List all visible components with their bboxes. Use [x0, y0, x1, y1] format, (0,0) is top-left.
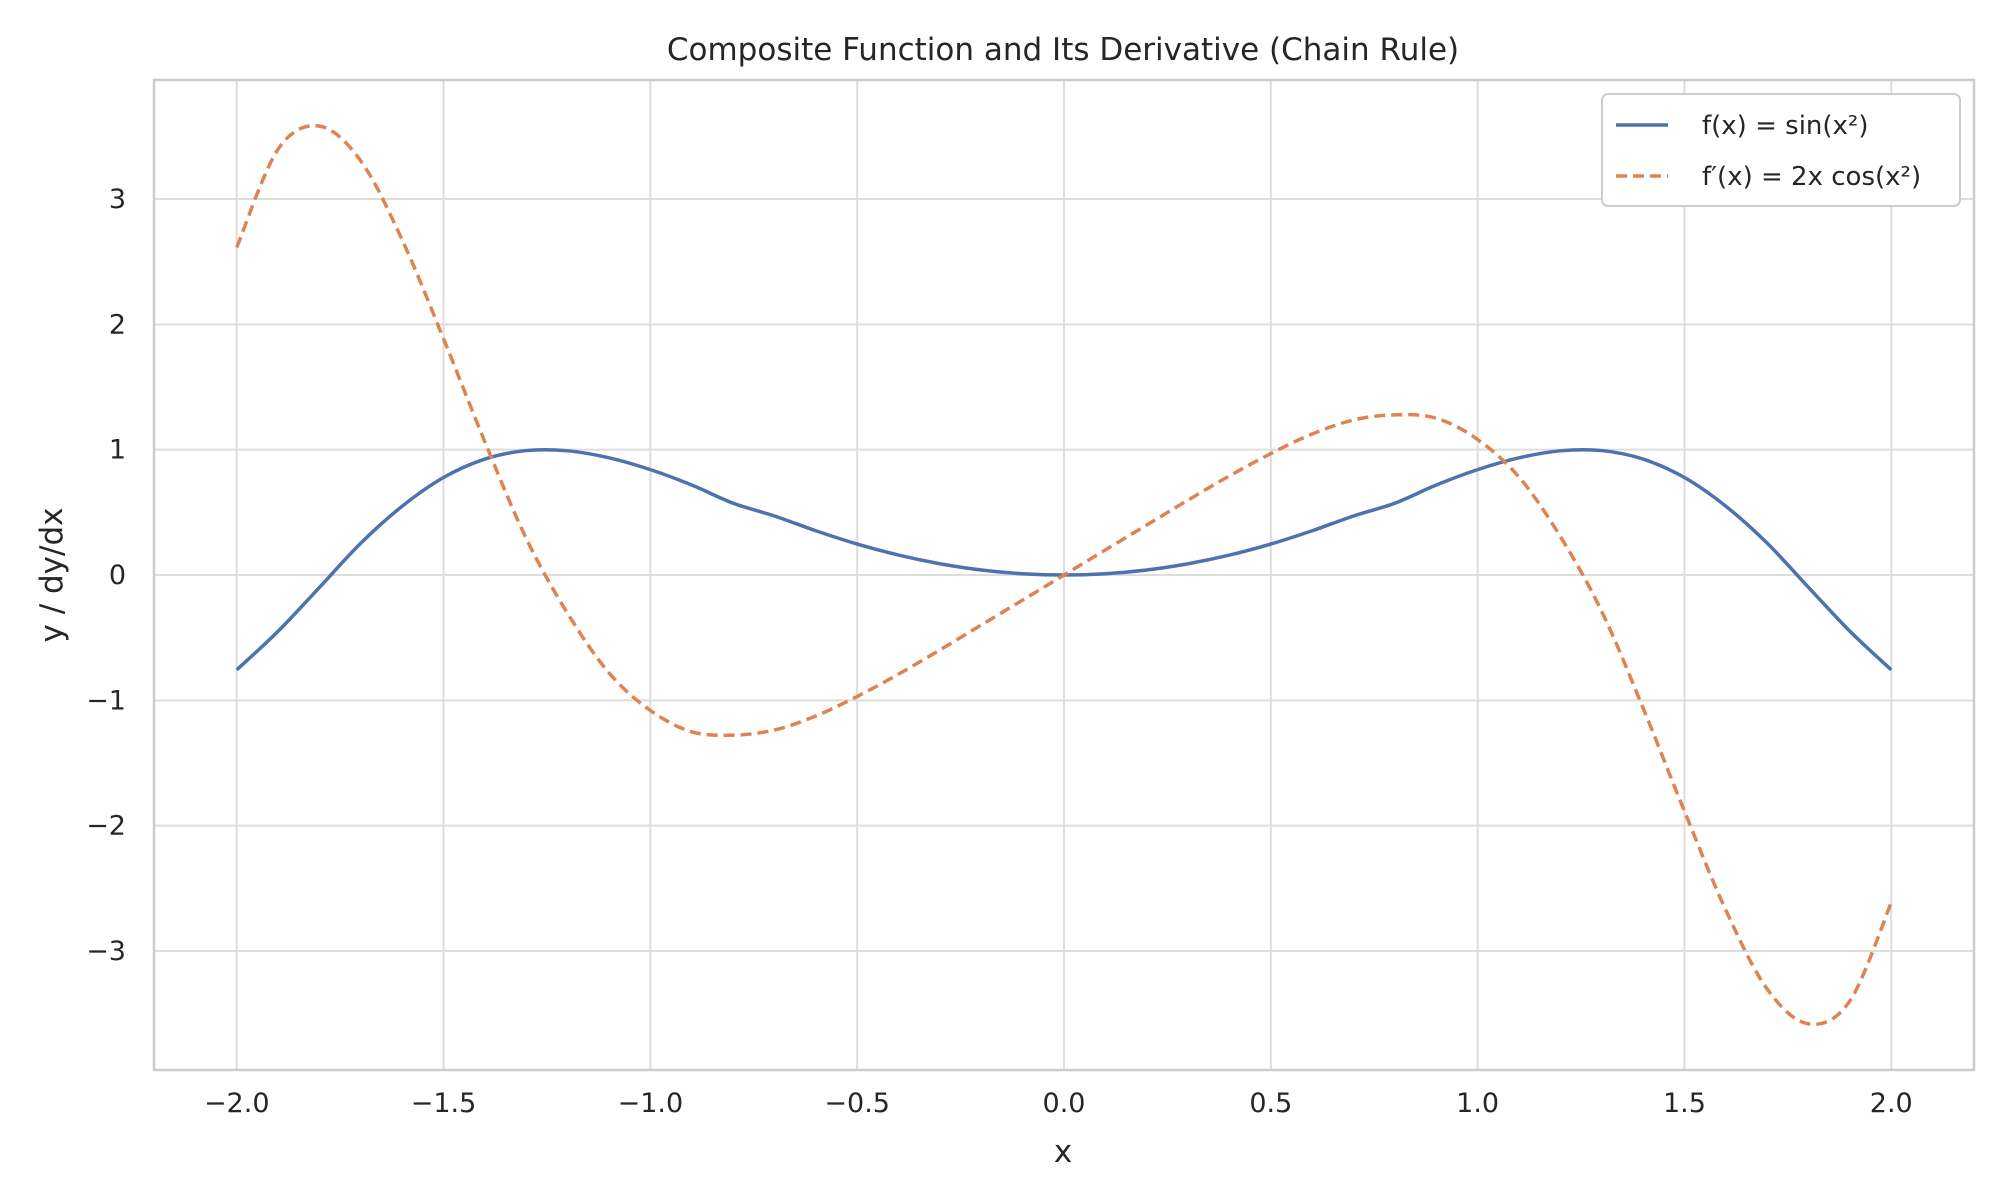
y-tick-label: −2 [86, 811, 126, 842]
y-axis-ticks: 3 2 1 0 −1 −2 −3 [86, 184, 126, 967]
legend-box [1601, 93, 1961, 207]
plot-frame [152, 78, 1976, 1072]
x-tick-label: 0.0 [1043, 1088, 1086, 1119]
chart-title: Composite Function and Its Derivative (C… [667, 32, 1459, 68]
y-tick-label: 3 [109, 184, 126, 215]
x-tick-label: 2.0 [1870, 1088, 1913, 1119]
legend: f(x) = sin(x²) f′(x) = 2x cos(x²) [1601, 93, 1961, 207]
x-tick-label: −1.5 [411, 1088, 477, 1119]
x-tick-label: −2.0 [204, 1088, 270, 1119]
x-tick-label: 0.5 [1249, 1088, 1292, 1119]
series-line-fprime [235, 123, 1893, 1027]
legend-label-f: f(x) = sin(x²) [1702, 111, 1869, 141]
y-tick-label: −1 [86, 685, 126, 716]
y-tick-label: 1 [109, 435, 126, 466]
y-tick-label: 0 [109, 560, 126, 591]
x-axis-ticks: −2.0 −1.5 −1.0 −0.5 0.0 0.5 1.0 1.5 2.0 [204, 1088, 1913, 1119]
x-axis-label: x [1054, 1134, 1072, 1170]
x-tick-label: −0.5 [824, 1088, 890, 1119]
y-tick-label: −3 [86, 936, 126, 967]
x-tick-label: 1.0 [1456, 1088, 1499, 1119]
legend-label-fprime: f′(x) = 2x cos(x²) [1702, 162, 1921, 192]
y-axis-label: y / dy/dx [34, 508, 70, 643]
series-layer [235, 123, 1893, 1027]
y-tick-label: 2 [109, 309, 126, 340]
x-tick-label: 1.5 [1663, 1088, 1706, 1119]
x-tick-label: −1.0 [618, 1088, 684, 1119]
